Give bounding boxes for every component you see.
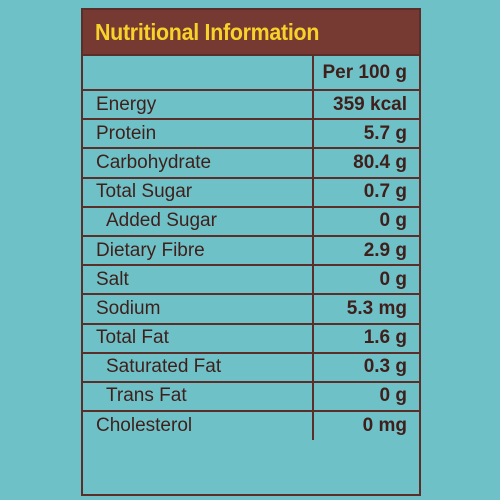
table-row: Added Sugar 0 g [83,205,419,237]
table-row: Energy 359 kcal [83,88,419,121]
nutrient-label: Trans Fat [83,380,314,413]
table-row: Cholesterol 0 mg [83,410,419,441]
nutrient-value: 80.4 g [312,147,419,179]
title-bar: Nutritional Information [83,10,419,56]
column-header: Per 100 g [312,56,419,91]
nutrient-label: Energy [83,88,314,121]
nutrient-value: 0 g [312,205,419,237]
table-row: Sodium 5.3 mg [83,293,419,325]
table-row: Dietary Fibre 2.9 g [83,234,419,267]
nutrition-panel: Nutritional Information Per 100 g Energy… [81,8,421,496]
nutrient-value: 5.7 g [312,118,419,150]
nutrient-label: Salt [83,264,314,296]
nutrition-table: Per 100 g Energy 359 kcal Protein 5.7 g … [83,56,419,441]
nutrient-value: 359 kcal [312,88,419,121]
nutrient-value: 1.6 g [312,322,419,354]
nutrient-value: 0 mg [312,410,419,441]
table-row: Saturated Fat 0.3 g [83,351,419,383]
nutrient-label: Cholesterol [83,410,314,441]
nutrient-value: 0.3 g [312,351,419,383]
nutrient-label: Total Sugar [83,176,314,208]
nutrient-label: Added Sugar [83,205,314,237]
nutrient-value: 0 g [312,264,419,296]
table-row: Carbohydrate 80.4 g [83,147,419,179]
nutrient-value: 2.9 g [312,234,419,267]
nutrient-label: Dietary Fibre [83,234,314,267]
header-blank-cell [83,56,314,91]
table-row: Protein 5.7 g [83,118,419,150]
table-row: Trans Fat 0 g [83,380,419,413]
nutrient-label: Carbohydrate [83,147,314,179]
nutrient-label: Protein [83,118,314,150]
table-header-row: Per 100 g [83,56,419,91]
nutrient-label: Total Fat [83,322,314,354]
table-row: Salt 0 g [83,264,419,296]
nutrient-value: 0 g [312,380,419,413]
panel-title: Nutritional Information [95,19,320,45]
nutrient-value: 5.3 mg [312,293,419,325]
table-row: Total Fat 1.6 g [83,322,419,354]
nutrient-value: 0.7 g [312,176,419,208]
table-row: Total Sugar 0.7 g [83,176,419,208]
nutrient-label: Saturated Fat [83,351,314,383]
nutrient-label: Sodium [83,293,314,325]
